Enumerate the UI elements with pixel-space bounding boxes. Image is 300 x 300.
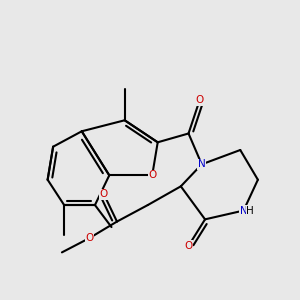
Text: N: N	[240, 206, 248, 215]
Text: O: O	[85, 233, 94, 243]
Text: O: O	[100, 189, 108, 199]
Text: H: H	[246, 206, 254, 215]
Text: O: O	[148, 170, 156, 180]
Text: N: N	[198, 159, 206, 169]
Text: O: O	[195, 95, 204, 106]
Text: O: O	[184, 241, 193, 251]
